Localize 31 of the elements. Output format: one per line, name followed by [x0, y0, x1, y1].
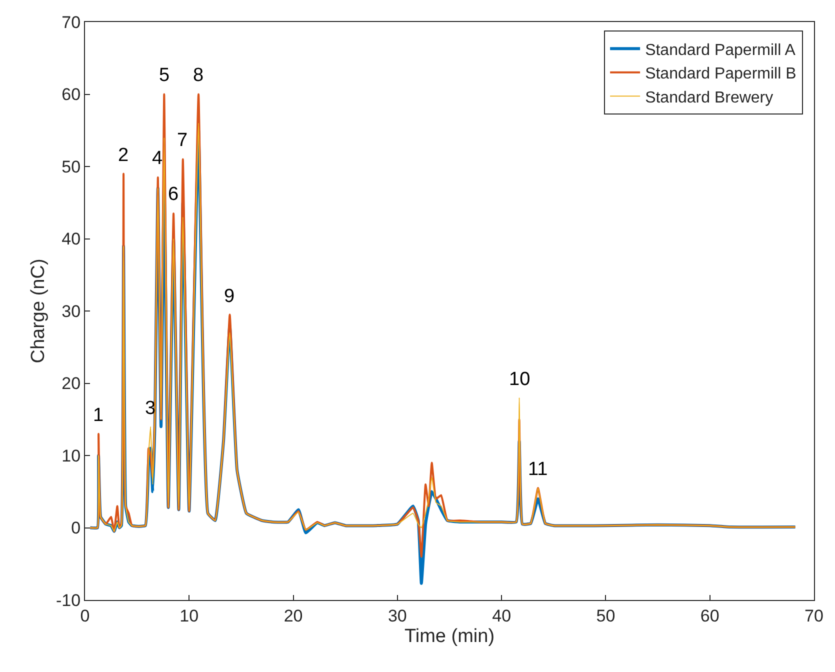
y-tick-label: 70	[62, 12, 81, 32]
x-tick-label: 70	[804, 606, 824, 626]
x-tick-label: 20	[284, 606, 303, 626]
annotation: 9	[224, 286, 235, 307]
y-tick-label: 10	[62, 446, 81, 466]
legend-label: Standard Papermill A	[645, 42, 796, 59]
x-tick-label: 40	[492, 606, 512, 626]
x-tick-label: 30	[388, 606, 407, 626]
y-tick-label: 0	[71, 518, 81, 538]
annotation: 7	[177, 130, 188, 151]
y-tick-label: 60	[62, 85, 81, 104]
x-tick-label: 60	[700, 606, 720, 626]
annotation: 2	[118, 145, 129, 166]
y-tick-label: 30	[62, 302, 81, 321]
legend-label: Standard Brewery	[645, 89, 774, 106]
annotation: 6	[168, 184, 179, 205]
annotation: 11	[528, 459, 548, 480]
annotation: 4	[152, 148, 163, 169]
legend-label: Standard Papermill B	[645, 66, 796, 83]
annotation: 1	[93, 405, 104, 426]
annotation: 5	[159, 65, 170, 86]
y-axis-title: Charge (nC)	[28, 258, 49, 364]
y-tick-label: -10	[56, 590, 81, 610]
y-tick-label: 20	[62, 374, 81, 394]
x-tick-label: 10	[180, 606, 199, 626]
y-tick-label: 50	[62, 157, 81, 176]
y-tick-label: 40	[62, 230, 81, 249]
annotation: 10	[509, 369, 530, 390]
x-axis-title: Time (min)	[404, 626, 495, 648]
annotation: 8	[193, 65, 204, 86]
x-tick-label: 50	[596, 606, 616, 626]
